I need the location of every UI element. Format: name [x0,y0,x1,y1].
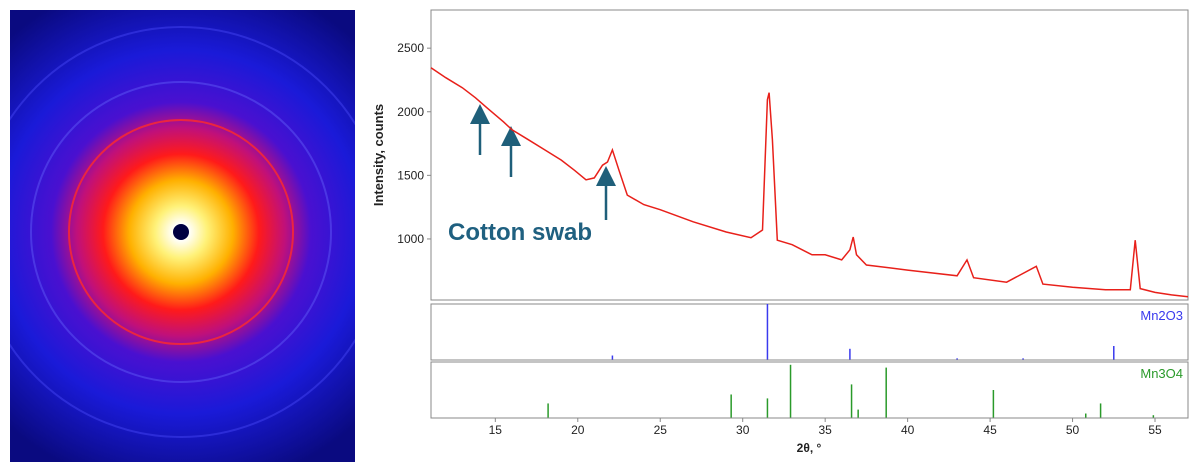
arrows [470,104,616,220]
x-tick-label: 20 [571,423,585,437]
x-tick-label: 25 [654,423,668,437]
main-frame [430,9,1189,301]
y-tick-label: 2500 [397,41,424,55]
x-tick-label: 45 [983,423,997,437]
mn2o3-frame [430,303,1189,361]
diffraction-image [10,10,355,462]
legend-label: Mn3O4 [1140,366,1183,381]
mn3o4-frame [430,361,1189,419]
y-tick-label: 1500 [397,168,424,182]
x-tick-label: 55 [1148,423,1162,437]
y-tick-label: 1000 [397,232,424,246]
y-tick-label: 2000 [397,105,424,119]
y-axis-label: Intensity, counts [371,104,386,206]
x-axis-label: 2θ, ° [797,441,822,455]
x-tick-label: 50 [1066,423,1080,437]
x-tick-label: 35 [818,423,832,437]
annotation: Cotton swab [448,219,592,246]
x-tick-label: 15 [489,423,503,437]
x-tick-label: 40 [901,423,915,437]
pattern-line [430,67,1189,298]
x-tick-label: 30 [736,423,750,437]
legend-label: Mn2O3 [1140,308,1183,323]
